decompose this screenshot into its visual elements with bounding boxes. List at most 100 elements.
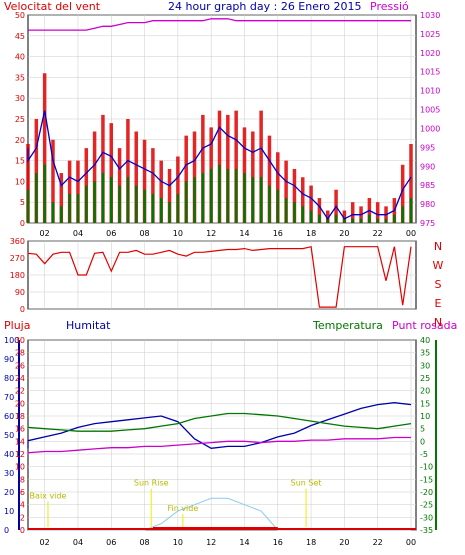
annotation-label: Sun Set — [291, 479, 322, 488]
compass-label: W — [433, 259, 444, 272]
y-tick-label-wind: 35 — [15, 73, 25, 82]
x-tick-label-top: 04 — [73, 229, 83, 238]
right-label-pressure: Pressió — [370, 0, 409, 13]
x-tick-label-top: 08 — [139, 229, 149, 238]
y-tick-label-pressure: 985 — [420, 181, 435, 190]
y-tick-label-wind: 30 — [15, 94, 25, 103]
left-label-rain: Pluja — [4, 319, 30, 332]
y-tick-label-wind: 50 — [15, 11, 25, 20]
y-tick-label-pressure: 1030 — [420, 11, 440, 20]
y-tick-label-wind: 25 — [15, 115, 25, 124]
annotation-label: Baix vide — [30, 491, 67, 500]
x-tick-label-top: 10 — [173, 229, 183, 238]
y-tick-label-temp: 10 — [420, 412, 430, 421]
x-tick-label-top: 02 — [40, 229, 50, 238]
y-tick-label-wind: 0 — [20, 219, 25, 228]
y-tick-label-wind: 20 — [15, 136, 25, 145]
y-tick-label-direction: 360 — [10, 237, 25, 246]
y-tick-label-pressure: 1010 — [420, 87, 440, 96]
y-tick-label-rain: 18 — [15, 412, 25, 421]
x-tick-label-top: 16 — [273, 229, 283, 238]
x-tick-label-bottom: 16 — [273, 538, 283, 547]
compass-label: N — [434, 316, 442, 329]
y-tick-label-rain: 10 — [15, 463, 25, 472]
x-tick-label-top: 12 — [206, 229, 216, 238]
x-tick-label-top: 06 — [106, 229, 116, 238]
compass-label: N — [434, 240, 442, 253]
y-tick-label-humidity: 30 — [4, 469, 14, 478]
annotation-label: Fin vide — [167, 504, 198, 513]
y-tick-label-humidity: 100 — [4, 336, 19, 345]
y-tick-label-pressure: 1015 — [420, 68, 440, 77]
y-tick-label-humidity: 50 — [4, 431, 14, 440]
y-tick-label-rain: 0 — [20, 526, 25, 535]
y-tick-label-rain: 28 — [15, 349, 25, 358]
y-tick-label-rain: 26 — [15, 361, 25, 370]
x-tick-label-top: 18 — [306, 229, 316, 238]
x-tick-label-bottom: 08 — [139, 538, 149, 547]
y-tick-label-rain: 16 — [15, 425, 25, 434]
y-tick-label-pressure: 1005 — [420, 106, 440, 115]
y-tick-label-rain: 6 — [20, 488, 25, 497]
annotation-label: Sun Rise — [134, 479, 169, 488]
x-tick-label-bottom: 04 — [73, 538, 83, 547]
y-tick-label-rain: 22 — [15, 387, 25, 396]
y-tick-label-humidity: 60 — [4, 412, 14, 421]
y-tick-label-temp: -15 — [420, 475, 433, 484]
direction-line — [27, 245, 412, 308]
chart-title: 24 hour graph day : 26 Enero 2015 — [168, 0, 362, 13]
left-label-wind: Velocitat del vent — [4, 0, 101, 13]
humidity-line — [27, 402, 412, 449]
x-tick-label-bottom: 18 — [306, 538, 316, 547]
y-tick-label-humidity: 10 — [4, 507, 14, 516]
y-tick-label-temp: 15 — [420, 399, 430, 408]
x-tick-label-bottom: 22 — [373, 538, 383, 547]
right-label-temp: Temperatura — [312, 319, 383, 332]
y-tick-label-humidity: 0 — [4, 526, 9, 535]
y-tick-label-rain: 14 — [15, 437, 25, 446]
y-tick-label-rain: 4 — [20, 501, 25, 510]
y-tick-label-temp: 25 — [420, 374, 430, 383]
avg-wind-line — [27, 110, 412, 220]
y-tick-label-temp: -35 — [420, 526, 433, 535]
y-tick-label-rain: 20 — [15, 399, 25, 408]
y-tick-label-wind: 5 — [20, 198, 25, 207]
panel-frame-bottom — [27, 339, 417, 531]
x-tick-label-top: 22 — [373, 229, 383, 238]
y-tick-label-wind: 10 — [15, 177, 25, 186]
y-tick-label-direction: 180 — [10, 271, 25, 280]
y-tick-label-direction: 90 — [15, 288, 25, 297]
x-tick-label-bottom: 12 — [206, 538, 216, 547]
x-tick-label-bottom: 06 — [106, 538, 116, 547]
y-tick-label-temp: 0 — [420, 437, 425, 446]
pressure-line — [28, 18, 411, 31]
x-tick-label-bottom: 14 — [239, 538, 249, 547]
x-tick-label-bottom: 02 — [40, 538, 50, 547]
x-tick-label-top: 20 — [339, 229, 349, 238]
y-tick-label-pressure: 1020 — [420, 49, 440, 58]
y-tick-label-temp: 35 — [420, 349, 430, 358]
y-tick-label-temp: -25 — [420, 501, 433, 510]
y-tick-label-rain: 2 — [20, 513, 25, 522]
y-tick-label-humidity: 90 — [4, 355, 14, 364]
y-tick-label-temp: 30 — [420, 361, 430, 370]
right-label-dew: Punt rosada — [392, 319, 457, 332]
y-tick-label-humidity: 40 — [4, 450, 14, 459]
y-tick-label-pressure: 975 — [420, 219, 435, 228]
y-tick-label-rain: 8 — [20, 475, 25, 484]
y-tick-label-temp: -30 — [420, 513, 433, 522]
y-tick-label-pressure: 990 — [420, 162, 435, 171]
x-tick-label-top: 00 — [406, 229, 416, 238]
dew-point-line — [27, 436, 411, 454]
y-tick-label-temp: 20 — [420, 387, 430, 396]
x-tick-label-bottom: 00 — [406, 538, 416, 547]
y-tick-label-direction: 0 — [20, 305, 25, 314]
y-tick-label-rain: 12 — [15, 450, 25, 459]
y-tick-label-humidity: 20 — [4, 488, 14, 497]
solar-curve — [28, 497, 411, 531]
x-tick-label-bottom: 20 — [339, 538, 349, 547]
temperature-line — [27, 412, 412, 432]
y-tick-label-direction: 270 — [10, 254, 25, 263]
y-tick-label-pressure: 995 — [420, 143, 435, 152]
